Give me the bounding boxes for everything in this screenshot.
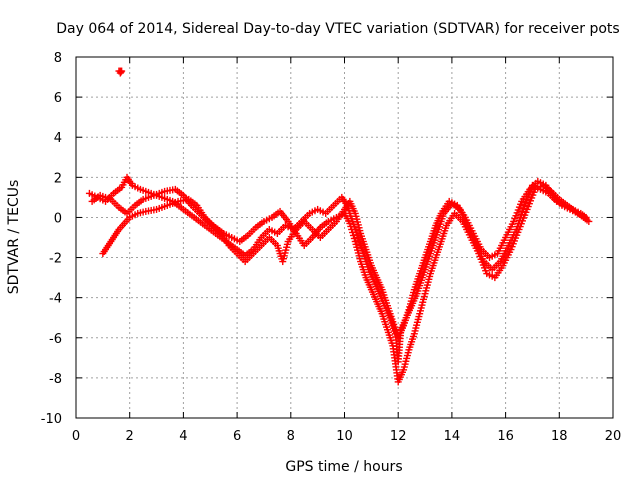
- x-tick-label: 2: [126, 429, 134, 444]
- y-tick-label: 2: [54, 171, 62, 186]
- y-tick-label: 4: [54, 131, 62, 146]
- y-tick-label: 0: [54, 211, 62, 226]
- x-tick-label: 16: [497, 429, 514, 444]
- y-tick-label: -8: [49, 372, 62, 387]
- x-tick-label: 6: [233, 429, 241, 444]
- data-point: [116, 69, 124, 77]
- axis-ticks: 0 2 4 6 8 10 12 14 16 18 20 -10 -8 -6 -4 -2 0 2 4 6 8: [41, 51, 622, 444]
- data-point: [574, 209, 582, 217]
- x-tick-label: 14: [444, 429, 461, 444]
- gridlines: [76, 57, 613, 418]
- x-tick-label: 18: [551, 429, 568, 444]
- y-tick-label: 8: [54, 51, 62, 66]
- y-tick-label: -6: [49, 332, 62, 347]
- data-point: [585, 217, 593, 225]
- y-tick-label: -10: [41, 412, 62, 427]
- plot-frame: [75, 56, 614, 419]
- y-axis-label: SDTVAR / TECUs: [6, 180, 22, 295]
- chart-title: Day 064 of 2014, Sidereal Day-to-day VTE…: [56, 21, 619, 37]
- y-tick-label: 6: [54, 91, 62, 106]
- x-tick-label: 10: [336, 429, 353, 444]
- data-points: [85, 67, 593, 386]
- x-tick-label: 12: [390, 429, 407, 444]
- x-tick-label: 0: [72, 429, 80, 444]
- x-tick-label: 8: [287, 429, 295, 444]
- x-axis-label: GPS time / hours: [285, 459, 402, 475]
- y-tick-label: -4: [49, 292, 62, 307]
- x-tick-label: 4: [179, 429, 187, 444]
- x-tick-label: 20: [605, 429, 622, 444]
- y-tick-label: -2: [49, 252, 62, 267]
